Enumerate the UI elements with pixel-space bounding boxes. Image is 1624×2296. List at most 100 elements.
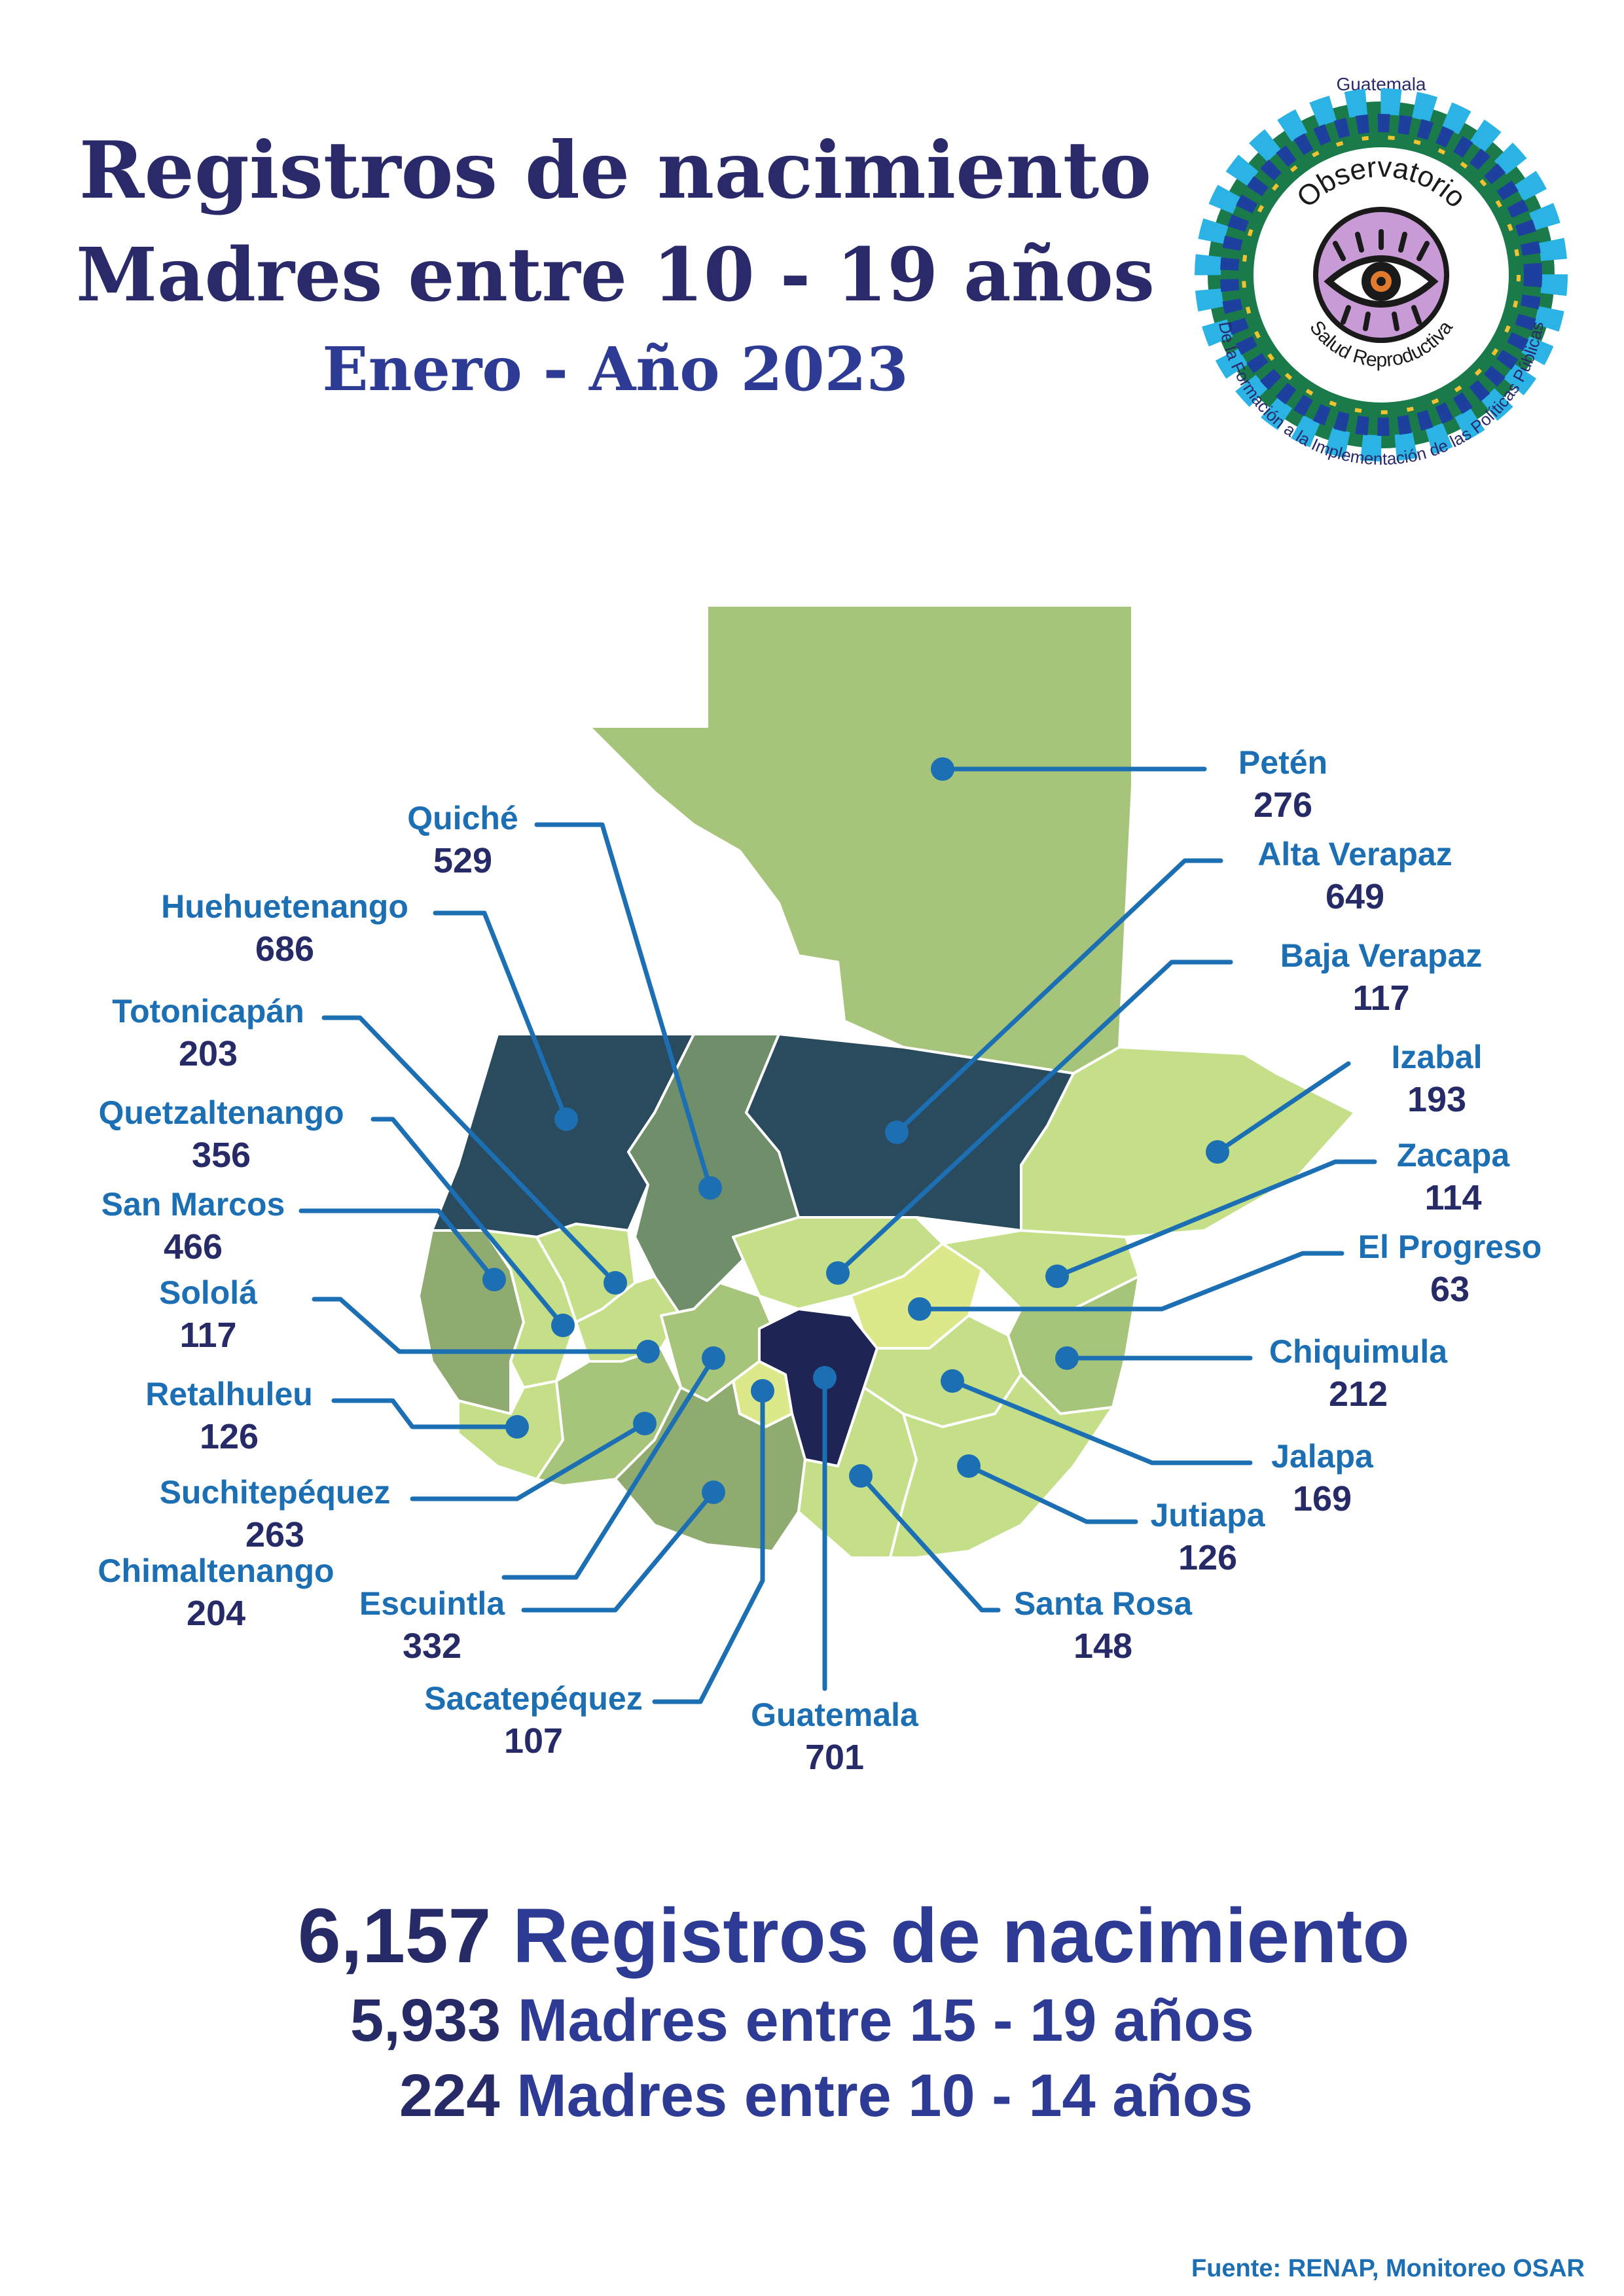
label-jutiapa: Jutiapa 126 (1011, 1496, 1404, 1581)
dept-value: 114 (1424, 1178, 1482, 1217)
dept-value: 701 (804, 1738, 865, 1777)
dept-value: 204 (186, 1594, 246, 1633)
region-peten (588, 604, 1134, 1075)
total-15-19: 5,933 Madres entre 15 - 19 años (350, 1986, 1254, 2055)
leader-el-progreso (917, 1251, 1344, 1312)
source-note: Fuente: RENAP, Monitoreo OSAR (1191, 2255, 1585, 2282)
dept-name: Jalapa (1271, 1438, 1373, 1475)
leader-quetzaltenango (370, 1117, 566, 1328)
label-huehuetenango: Huehuetenango 686 (88, 887, 481, 972)
label-solola: Sololá 117 (12, 1273, 405, 1358)
label-peten: Petén 276 (1087, 743, 1479, 828)
dept-name: Izabal (1391, 1039, 1483, 1075)
total-value: 6,157 (298, 1893, 492, 1979)
period-subtitle: Enero - Año 2023 (322, 334, 909, 404)
dept-name: El Progreso (1358, 1229, 1542, 1265)
title-line-2: Madres entre 10 - 19 años (76, 232, 1155, 318)
region-jutiapa (889, 1373, 1114, 1559)
label-chimaltenango: Chimaltenango 204 (20, 1551, 412, 1636)
leader-dots (482, 757, 1229, 1504)
observatorio-logo: Guatemala Observatorio Salud Reproductiv… (1195, 74, 1568, 469)
label-chiquimula: Chiquimula 212 (1162, 1332, 1555, 1417)
age-15-19-value: 5,933 (350, 1987, 501, 2054)
leader-jutiapa (966, 1463, 1138, 1524)
dot-izabal (1206, 1140, 1229, 1164)
region-escuintla (614, 1380, 806, 1552)
dept-value: 529 (433, 841, 493, 880)
label-el-progreso: El Progreso 63 (1254, 1227, 1624, 1312)
dept-name: Guatemala (751, 1696, 918, 1733)
dept-value: 276 (1253, 785, 1313, 825)
dot-alta-verapaz (885, 1121, 909, 1144)
leader-sacatepequez (652, 1388, 765, 1704)
dot-quetzaltenango (551, 1314, 575, 1337)
dept-value: 193 (1407, 1080, 1467, 1119)
dot-solola (636, 1340, 660, 1363)
dept-value: 117 (1352, 978, 1410, 1018)
title-line-1: Registros de nacimiento (79, 124, 1152, 217)
label-sacatepequez: Sacatepéquez 107 (337, 1679, 730, 1764)
dept-value: 126 (1178, 1538, 1238, 1577)
dept-name: Jutiapa (1150, 1497, 1265, 1534)
label-suchitepequez: Suchitepéquez 263 (79, 1473, 471, 1558)
label-guatemala: Guatemala 701 (638, 1695, 1031, 1780)
dot-baja-verapaz (826, 1261, 850, 1285)
dept-name: Baja Verapaz (1280, 937, 1483, 974)
leader-escuintla (521, 1490, 716, 1613)
dept-name: Sacatepéquez (424, 1680, 643, 1717)
dot-sacatepequez (751, 1379, 774, 1403)
age-15-19-label: Madres entre 15 - 19 años (517, 1987, 1254, 2054)
dot-huehuetenango (554, 1107, 578, 1131)
dot-chimaltenango (702, 1346, 725, 1370)
dept-value: 356 (191, 1136, 251, 1175)
dept-name: Huehuetenango (161, 888, 408, 925)
leader-totonicapan (321, 1015, 618, 1285)
label-quetzaltenango: Quetzaltenango 356 (25, 1093, 418, 1178)
dept-value: 466 (163, 1227, 223, 1266)
leader-san-marcos (298, 1208, 497, 1282)
dot-peten (931, 757, 954, 781)
dept-name: Totonicapán (112, 993, 304, 1030)
dept-name: Santa Rosa (1013, 1585, 1193, 1622)
dot-san-marcos (482, 1268, 506, 1291)
label-retalhuleu: Retalhuleu 126 (33, 1374, 425, 1460)
dept-name: Petén (1238, 744, 1328, 781)
dot-el-progreso (908, 1297, 931, 1321)
dept-name: San Marcos (101, 1186, 285, 1223)
dept-value: 686 (255, 929, 315, 969)
leader-alta-verapaz (894, 858, 1223, 1135)
dot-guatemala (813, 1366, 837, 1390)
leader-zacapa (1055, 1159, 1377, 1279)
dept-value: 126 (199, 1417, 259, 1456)
dept-name: Alta Verapaz (1257, 836, 1453, 872)
label-santa-rosa: Santa Rosa 148 (907, 1584, 1299, 1669)
dept-name: Retalhuleu (145, 1376, 313, 1412)
dept-value: 263 (245, 1515, 305, 1554)
dept-name: Sololá (158, 1274, 258, 1311)
region-izabal (1020, 1046, 1356, 1251)
dept-value: 212 (1328, 1374, 1388, 1414)
leader-quiche (534, 822, 713, 1191)
label-jalapa: Jalapa 169 (1126, 1437, 1519, 1522)
dept-name: Chimaltenango (98, 1552, 334, 1589)
leader-jalapa (950, 1378, 1253, 1465)
dept-value: 63 (1430, 1270, 1470, 1309)
age-10-14-label: Madres entre 10 - 14 años (516, 2062, 1253, 2129)
dept-value: 649 (1325, 877, 1385, 916)
region-alta-verapaz (745, 1033, 1075, 1232)
dept-value: 332 (402, 1626, 462, 1666)
label-zacapa: Zacapa 114 (1257, 1136, 1624, 1221)
label-izabal: Izabal 193 (1240, 1037, 1624, 1122)
dept-name: Suchitepéquez (159, 1474, 391, 1511)
total-label: Registros de nacimiento (513, 1893, 1410, 1979)
age-10-14-value: 224 (399, 2062, 500, 2129)
label-alta-verapaz: Alta Verapaz 649 (1159, 834, 1551, 920)
dept-value: 107 (503, 1721, 564, 1761)
label-escuintla: Escuintla 332 (236, 1584, 628, 1669)
dept-name: Escuintla (359, 1585, 505, 1622)
dot-retalhuleu (505, 1415, 529, 1439)
dot-chiquimula (1055, 1346, 1079, 1370)
leader-suchitepequez (410, 1421, 647, 1501)
leader-baja-verapaz (835, 960, 1233, 1276)
